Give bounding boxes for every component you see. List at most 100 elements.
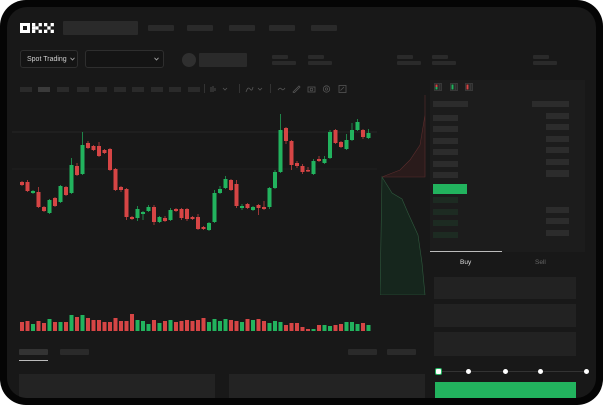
market-select[interactable]: Spot Trading (20, 50, 78, 68)
candle (47, 199, 52, 214)
candle (69, 158, 74, 194)
slider-mark[interactable] (584, 369, 589, 374)
orderbook-price[interactable] (433, 149, 458, 155)
line-tool-icon[interactable] (277, 85, 286, 93)
tab-buy[interactable]: Buy (460, 259, 472, 266)
timeframe-button[interactable] (20, 87, 32, 92)
orderbook-price[interactable] (433, 161, 458, 167)
candle (267, 187, 272, 209)
volume-bar (196, 320, 200, 331)
orderbook-bids-icon[interactable] (450, 83, 458, 91)
candle (295, 161, 299, 168)
orderbook-price[interactable] (433, 172, 458, 178)
timeframe-button[interactable] (132, 87, 144, 92)
filter-button[interactable] (348, 349, 377, 355)
candle-body (267, 188, 272, 207)
timeframe-button[interactable] (169, 87, 181, 92)
timeframe-button[interactable] (95, 87, 107, 92)
timeframe-button[interactable] (151, 87, 163, 92)
nav-item[interactable] (187, 25, 213, 31)
stat-label (397, 55, 413, 59)
candlestick-chart[interactable] (7, 97, 427, 337)
slider-mark[interactable] (538, 369, 543, 374)
orderbook-amount (546, 230, 569, 236)
amount-slider[interactable] (438, 371, 588, 372)
buy-tab-underline (430, 251, 502, 252)
stat-value (308, 61, 332, 65)
filter-button[interactable] (387, 349, 416, 355)
timeframe-button[interactable] (57, 87, 69, 92)
nav-item[interactable] (311, 25, 337, 31)
timeframe-button[interactable] (188, 87, 200, 92)
orderbook-price[interactable] (433, 197, 458, 203)
timeframe-button[interactable] (77, 87, 89, 92)
candle (152, 205, 156, 225)
orderbook-price[interactable] (433, 209, 458, 215)
settings-icon[interactable] (322, 85, 331, 93)
candle-body (141, 212, 145, 214)
volume-bar (328, 326, 332, 331)
volume-bar (174, 322, 178, 331)
orderbook-amount (546, 136, 569, 142)
stat-value (533, 61, 557, 65)
candle-body (91, 146, 96, 150)
candle-body (163, 218, 167, 221)
orderbook-price[interactable] (433, 220, 458, 226)
orderbook-both-icon[interactable] (434, 83, 442, 91)
slider-handle[interactable] (435, 368, 442, 375)
pair-select[interactable] (85, 50, 164, 68)
orderbook-price[interactable] (433, 138, 458, 144)
candle-body (174, 209, 178, 211)
slider-mark[interactable] (503, 369, 508, 374)
candle-body (322, 159, 327, 163)
candle-body (152, 207, 156, 222)
toolbar-divider (239, 84, 240, 93)
nav-item[interactable] (229, 25, 255, 31)
volume-bar (295, 323, 299, 331)
volume-bar (124, 321, 129, 331)
candle (262, 201, 266, 210)
volume-bar (190, 321, 195, 331)
amount-input[interactable] (434, 304, 576, 327)
indicator-icon[interactable] (245, 85, 265, 93)
tab-sell[interactable]: Sell (535, 259, 546, 266)
tab-open-orders[interactable] (19, 349, 48, 355)
candle (317, 156, 321, 162)
candle-body (350, 130, 354, 140)
toolbar-divider (270, 84, 271, 93)
orderbook-asks-icon[interactable] (465, 83, 473, 91)
orderbook-price[interactable] (433, 126, 458, 132)
candle-body (124, 189, 129, 217)
candle-body (31, 191, 35, 193)
tab-order-history[interactable] (60, 349, 89, 355)
volume-bar (322, 325, 327, 331)
fullscreen-icon[interactable] (338, 85, 347, 93)
total-input[interactable] (434, 332, 576, 356)
slider-mark[interactable] (466, 369, 471, 374)
orderbook-price[interactable] (433, 115, 458, 121)
search-bar[interactable] (63, 21, 138, 35)
volume-bar (108, 322, 112, 331)
candle-body (185, 209, 189, 219)
volume-bar (69, 315, 74, 331)
volume-bar (284, 325, 288, 331)
last-price[interactable] (433, 184, 467, 194)
orderbook-price[interactable] (433, 232, 458, 238)
orderbook-amount (546, 207, 569, 213)
candle-type-icon[interactable] (210, 85, 230, 93)
price-input[interactable] (434, 277, 576, 299)
camera-icon[interactable] (307, 85, 316, 93)
candle-body (20, 182, 24, 185)
nav-item[interactable] (269, 25, 295, 31)
ruler-icon[interactable] (292, 85, 301, 93)
orderbook-amount (546, 113, 569, 119)
buy-button[interactable] (435, 382, 576, 398)
volume-bar (64, 322, 68, 331)
candle-body (75, 166, 79, 175)
timeframe-button[interactable] (114, 87, 126, 92)
volume-bar (240, 322, 244, 331)
stat-value (432, 61, 456, 65)
timeframe-button[interactable] (38, 87, 50, 92)
nav-item[interactable] (148, 25, 174, 31)
